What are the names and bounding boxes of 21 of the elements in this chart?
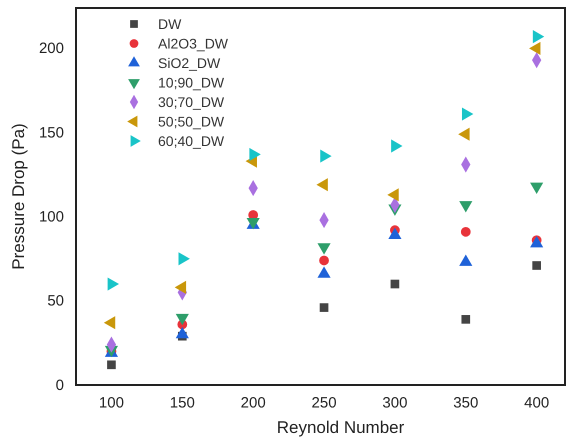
x-tick-label: 100 bbox=[98, 394, 124, 412]
legend-label: SiO2_DW bbox=[158, 55, 222, 71]
x-tick-label: 250 bbox=[312, 394, 337, 412]
legend-label: Al2O3_DW bbox=[158, 36, 229, 52]
x-tick-label: 200 bbox=[240, 394, 266, 412]
y-tick-label: 0 bbox=[56, 376, 64, 394]
legend-label: 60;40_DW bbox=[158, 133, 225, 149]
y-tick-label: 200 bbox=[38, 40, 64, 58]
x-tick-label: 400 bbox=[524, 394, 550, 412]
legend-label: 10;90_DW bbox=[158, 74, 225, 90]
legend-label: 30;70_DW bbox=[158, 94, 225, 110]
x-tick-label: 350 bbox=[453, 394, 478, 412]
y-tick-label: 50 bbox=[47, 292, 64, 310]
y-tick-label: 100 bbox=[38, 208, 64, 226]
x-axis-title: Reynold Number bbox=[276, 418, 405, 437]
y-tick-label: 150 bbox=[38, 124, 64, 142]
legend-label: DW bbox=[158, 16, 182, 32]
x-tick-label: 150 bbox=[170, 394, 195, 412]
y-axis-title: Pressure Drop (Pa) bbox=[9, 123, 28, 270]
legend-label: 50;50_DW bbox=[158, 114, 225, 130]
x-tick-label: 300 bbox=[382, 394, 408, 412]
